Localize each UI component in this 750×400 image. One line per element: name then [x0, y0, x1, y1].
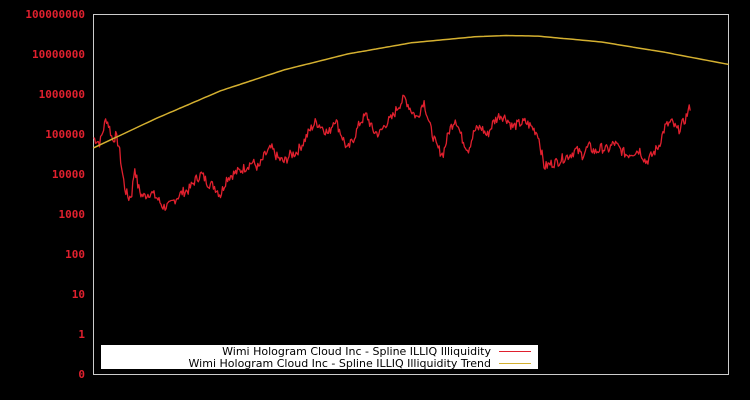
legend-box — [101, 345, 538, 369]
legend-label-illiquidity: Wimi Hologram Cloud Inc - Spline ILLIQ I… — [222, 345, 491, 358]
y-axis: 1000000001000000010000001000001000010001… — [25, 8, 85, 381]
series-line-trend — [93, 34, 729, 149]
plot-area — [93, 34, 729, 211]
y-tick-label: 10000 — [52, 168, 85, 181]
y-tick-label: 1000 — [59, 208, 86, 221]
legend: Wimi Hologram Cloud Inc - Spline ILLIQ I… — [101, 345, 538, 370]
y-tick-label: 1 — [78, 328, 85, 341]
y-tick-label: 0 — [78, 368, 85, 381]
series-line-illiquidity — [93, 94, 691, 211]
y-tick-label: 10 — [72, 288, 85, 301]
y-tick-label: 10000000 — [32, 48, 85, 61]
legend-label-trend: Wimi Hologram Cloud Inc - Spline ILLIQ I… — [189, 357, 491, 370]
y-tick-label: 100000 — [45, 128, 85, 141]
y-tick-label: 1000000 — [39, 88, 85, 101]
plot-frame — [93, 14, 729, 375]
y-tick-label: 100000000 — [25, 8, 85, 21]
y-tick-label: 100 — [65, 248, 85, 261]
